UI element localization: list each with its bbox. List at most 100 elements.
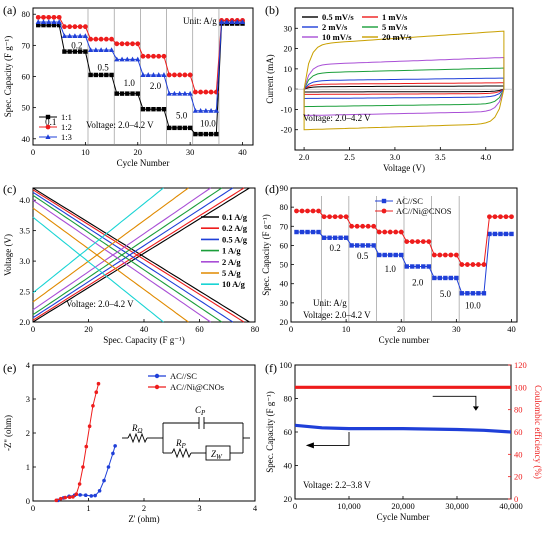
series-2-point [166, 90, 172, 96]
nyquist-point [94, 390, 99, 395]
series-0-point [437, 275, 443, 281]
series-0-point [492, 231, 498, 237]
series-0-point [327, 235, 332, 240]
series-2-point [192, 107, 198, 113]
series-1-point [476, 262, 481, 267]
y2-tick-label: 80 [514, 405, 523, 415]
series-0-point [354, 243, 360, 248]
series-0-point [93, 72, 99, 78]
series-1-point [46, 14, 52, 20]
series-1-point [382, 229, 388, 235]
series-0-point [448, 275, 454, 281]
series-1-point [166, 72, 172, 78]
series-2-point [198, 107, 204, 113]
series-1-point [294, 208, 299, 214]
series-0-point [41, 22, 46, 28]
nyquist-point [83, 493, 88, 498]
series-1-point [109, 36, 114, 42]
series-2-point [82, 33, 88, 39]
series-1-point [103, 36, 109, 42]
unit-label: Unit: A/g [183, 16, 217, 26]
x-tick-label: 0 [31, 503, 35, 513]
circuit-label: CP [195, 405, 206, 417]
y-tick-label: 40 [284, 461, 293, 471]
series-0-point [119, 91, 125, 96]
legend-label: 1 mV/s [382, 12, 408, 22]
circuit-label-sub: P [200, 409, 206, 417]
series-0-point [382, 252, 387, 258]
y-tick-label: 4 [26, 360, 31, 370]
voltage-label: Voltage: 2.0–4.2 V [86, 120, 154, 130]
discharge-curve [32, 194, 223, 323]
series-0-point [299, 229, 305, 235]
x-tick-label: 4.0 [480, 152, 491, 162]
series-1-point [481, 262, 487, 267]
series-2-point [114, 56, 120, 62]
legend-label: 2 A/g [222, 257, 241, 267]
series-0-point [415, 264, 420, 269]
y2-tick-label: 40 [514, 449, 523, 459]
capacity-line [294, 423, 512, 434]
series-0-point [98, 72, 104, 78]
rate-label: 2.0 [412, 278, 424, 288]
series-0-point [476, 291, 481, 296]
series-2-line [38, 21, 243, 112]
series-0-point [338, 235, 343, 240]
series-0-point [130, 91, 135, 96]
panel-a: 0 10 20 30 40 40 50 60 70 80 Cycle Number Spec. Cap… [3, 3, 254, 168]
series-1-point [98, 36, 104, 42]
series-2-point [40, 19, 47, 25]
x-tick-label: 2.0 [299, 152, 310, 162]
y2-tick-label: 120 [514, 360, 527, 370]
series-0-point [343, 235, 349, 240]
y2-tick-label: 0 [514, 494, 518, 504]
panel-label: (f) [265, 361, 277, 375]
x-tick-label: 80 [251, 324, 260, 334]
series-2-point [234, 19, 240, 25]
series-1-point [299, 208, 305, 214]
legend-label: 10 mV/s [322, 32, 352, 42]
x-tick-label: 60 [195, 324, 204, 334]
circuit-label-main: C [195, 405, 202, 415]
series-0-point [404, 264, 409, 269]
discharge-curve [32, 207, 189, 323]
series-0-point [305, 229, 310, 235]
charge-curve [32, 187, 189, 303]
y-tick-label: 2.0 [19, 317, 30, 327]
series-0-point [294, 229, 299, 235]
legend-marker [154, 373, 160, 379]
series-1-point [404, 239, 410, 245]
series-0-point [193, 131, 198, 137]
plot-frame [294, 364, 512, 500]
series-0-point [172, 125, 177, 131]
series-1-point [509, 214, 514, 220]
y-tick-label: 0 [288, 84, 292, 94]
x-axis-label: Cycle number [379, 335, 430, 345]
series-2-point [229, 19, 235, 25]
x-tick-label: 2 [142, 503, 146, 513]
series-2-point [35, 19, 41, 25]
x-tick-label: 20 [397, 324, 406, 334]
series-0-point [459, 291, 465, 296]
series-2-point [208, 107, 214, 113]
panel-e: 0 1 2 3 4 0 1 2 3 4 Z' (ohm) -Z'' (ohm) AC//SCAC//Ni… [3, 360, 258, 524]
series-1-line [296, 210, 512, 266]
y-tick-label: 10 [284, 64, 293, 74]
legend-label: AC//Ni@CNOS [396, 206, 452, 216]
series-1-point [503, 214, 509, 220]
series-1-point [156, 53, 162, 59]
series-2-point [124, 56, 130, 62]
y-tick-label: 40 [280, 279, 289, 289]
discharge-curve [32, 191, 234, 323]
y-tick-label: 40 [22, 134, 31, 144]
rate-label: 0.1 [45, 117, 56, 127]
rate-label: 2.0 [150, 81, 162, 91]
series-0-point [151, 106, 156, 112]
unit-label: Unit: A/g [313, 298, 347, 308]
series-2-point [67, 33, 73, 39]
series-0-point [114, 91, 120, 96]
x-tick-label: 4 [253, 503, 258, 513]
y-tick-label: 60 [280, 240, 289, 250]
legend-label: 0.1 A/g [222, 212, 248, 222]
series-1-point [343, 214, 349, 220]
